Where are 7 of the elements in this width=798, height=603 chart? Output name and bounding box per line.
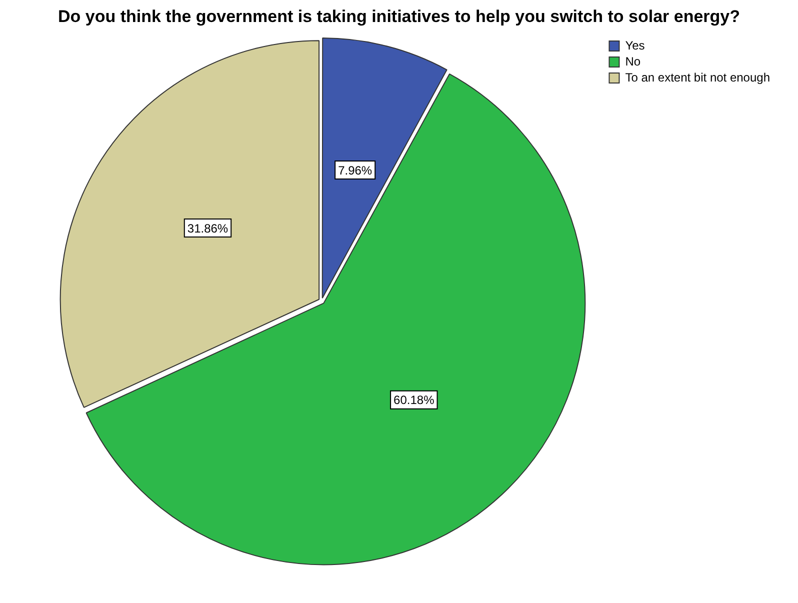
- legend-label: To an extent bit not enough: [625, 70, 770, 84]
- data-label: 7.96%: [338, 163, 372, 178]
- legend-label: No: [625, 54, 641, 68]
- legend-label: Yes: [625, 38, 645, 52]
- chart-title: Do you think the government is taking initiatives to help you switch to solar energy?: [57, 7, 741, 26]
- data-label: 31.86%: [187, 221, 228, 236]
- data-label: 60.18%: [394, 393, 435, 408]
